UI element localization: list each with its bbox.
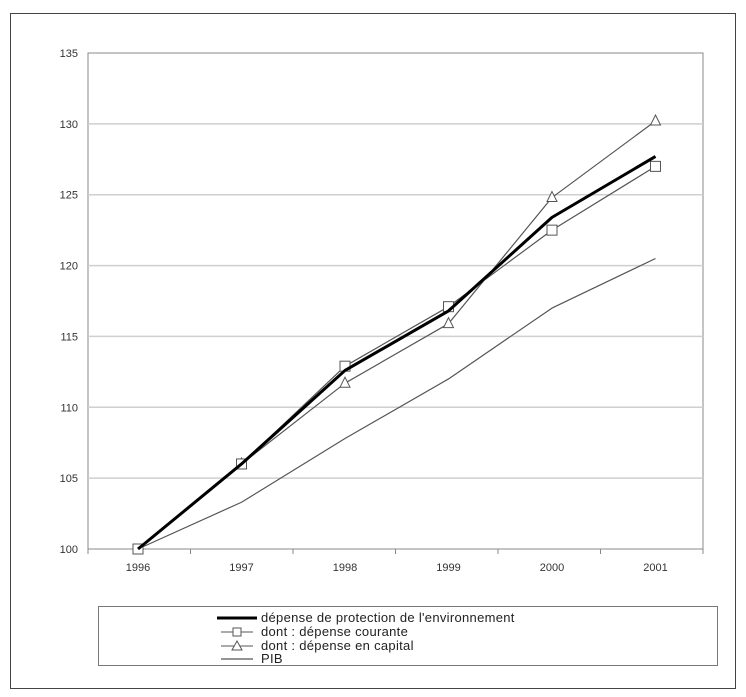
x-tick-label: 2001 — [643, 562, 667, 574]
data-point-triangle — [649, 113, 662, 126]
x-tick-label: 1996 — [126, 562, 150, 574]
y-tick-label: 125 — [60, 190, 78, 202]
legend-symbol-thin-line — [221, 658, 253, 660]
y-tick-label: 135 — [60, 48, 78, 60]
y-tick-label: 130 — [60, 119, 78, 131]
x-tick-label: 2000 — [540, 562, 564, 574]
y-tick-label: 105 — [60, 473, 78, 485]
legend-label-total: dépense de protection de l'environnement — [261, 609, 515, 625]
series-line-3 — [137, 257, 656, 550]
legend-item-courante: dont : dépense courante — [217, 623, 409, 639]
grid-lines — [88, 123, 703, 479]
legend-item-capital: dont : dépense en capital — [217, 637, 414, 653]
y-tick-label: 120 — [60, 261, 78, 273]
data-point-square — [650, 160, 661, 172]
data-point-square — [546, 224, 558, 236]
x-tick-label: 1997 — [229, 562, 253, 574]
x-axis-ticks: 1996 1997 1998 1999 2000 2001 — [87, 549, 704, 574]
data-point-triangle — [339, 376, 351, 388]
x-tick-label: 1999 — [436, 562, 460, 574]
data-point-triangle — [442, 316, 455, 329]
data-point-triangle — [546, 190, 558, 203]
x-tick-label: 1998 — [333, 562, 357, 574]
y-tick-label: 100 — [60, 544, 78, 556]
y-tick-label: 115 — [60, 331, 78, 343]
legend: dépense de protection de l'environnement… — [98, 606, 718, 666]
chart-frame: 100 105 110 115 120 125 130 135 1996 1997 1998 199… — [10, 13, 736, 689]
legend-label-capital: dont : dépense en capital — [261, 637, 414, 653]
legend-item-pib: PIB — [217, 650, 283, 666]
legend-label-pib: PIB — [261, 650, 283, 666]
legend-label-courante: dont : dépense courante — [261, 623, 409, 639]
series-line-0 — [137, 155, 657, 551]
legend-item-total: dépense de protection de l'environnement — [217, 609, 515, 625]
legend-symbol-square — [221, 627, 253, 637]
legend-symbol-triangle — [221, 639, 253, 651]
series-group — [132, 113, 662, 555]
plot-area — [87, 52, 704, 550]
legend-symbol-thick-line — [217, 616, 257, 620]
y-axis-ticks: 100 105 110 115 120 125 130 135 — [60, 48, 78, 556]
y-tick-label: 110 — [60, 402, 78, 414]
